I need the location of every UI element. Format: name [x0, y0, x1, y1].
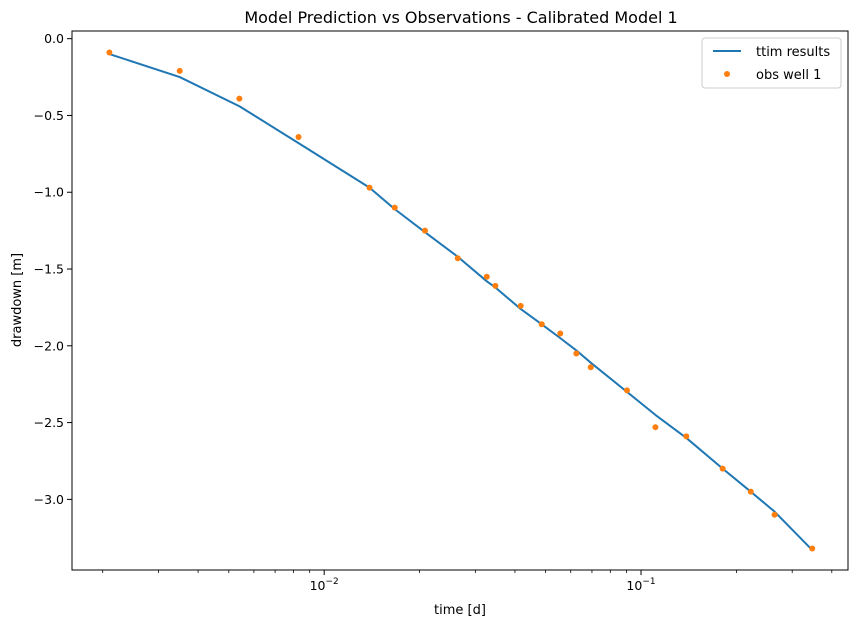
data-point-obs-well-1 — [719, 465, 726, 472]
axes-frame — [71, 30, 849, 571]
data-point-obs-well-1 — [295, 133, 302, 140]
data-point-obs-well-1 — [106, 49, 113, 56]
data-point-obs-well-1 — [573, 350, 580, 357]
y-tick-label: −2.5 — [34, 415, 64, 430]
data-point-obs-well-1 — [492, 282, 499, 289]
x-axis-label: time [d] — [434, 603, 486, 618]
data-point-obs-well-1 — [747, 488, 754, 495]
y-tick-label: −3.0 — [34, 492, 64, 507]
y-tick-label: −1.5 — [34, 262, 64, 277]
y-tick-label: −1.0 — [34, 185, 64, 200]
y-tick-label: −0.5 — [34, 108, 64, 123]
legend-ttim-results-label: ttim results — [756, 45, 830, 60]
chart-title: Model Prediction vs Observations - Calib… — [244, 8, 677, 27]
data-point-obs-well-1 — [421, 227, 428, 234]
data-point-obs-well-1 — [623, 387, 630, 394]
data-point-obs-well-1 — [391, 204, 398, 211]
data-point-obs-well-1 — [771, 511, 778, 518]
data-point-obs-well-1 — [809, 545, 816, 552]
legend-obs-well-1-swatch — [724, 71, 730, 77]
data-point-obs-well-1 — [683, 433, 690, 440]
data-point-obs-well-1 — [454, 255, 461, 262]
plot-area — [71, 30, 849, 571]
legend: ttim results obs well 1 — [701, 37, 842, 89]
data-point-obs-well-1 — [483, 273, 490, 280]
legend-obs-well-1-label: obs well 1 — [756, 68, 821, 83]
data-point-obs-well-1 — [557, 330, 564, 337]
data-point-obs-well-1 — [517, 302, 524, 309]
data-point-obs-well-1 — [176, 67, 183, 74]
y-tick-label: −2.0 — [34, 338, 64, 353]
series-line-ttim-results — [108, 53, 814, 552]
series-layer — [106, 49, 816, 552]
y-axis-ticks: 0.0 −0.5 −1.0 −1.5 −2.0 −2.5 −3.0 — [34, 31, 72, 507]
data-point-obs-well-1 — [587, 364, 594, 371]
y-axis-label: drawdown [m] — [10, 253, 25, 347]
data-point-obs-well-1 — [538, 321, 545, 328]
data-point-obs-well-1 — [366, 184, 373, 191]
y-tick-label: 0.0 — [44, 31, 64, 46]
data-point-obs-well-1 — [236, 95, 243, 102]
data-point-obs-well-1 — [652, 424, 659, 431]
